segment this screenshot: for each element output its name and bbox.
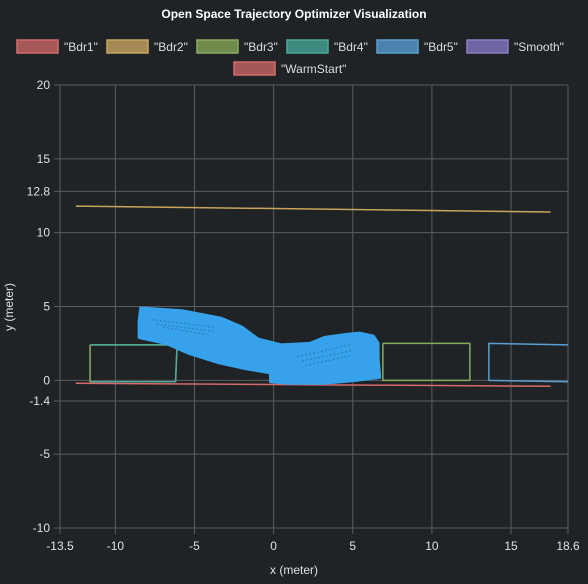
- x-tick-label: 10: [425, 539, 439, 553]
- x-tick-label: 15: [504, 539, 518, 553]
- x-tick-label: 0: [270, 539, 277, 553]
- y-tick-label: 12.8: [27, 184, 51, 198]
- legend-label[interactable]: "Bdr2": [154, 40, 188, 54]
- x-tick-label: -5: [189, 539, 200, 553]
- legend-label[interactable]: "Bdr4": [334, 40, 368, 54]
- series-line-4: [90, 344, 178, 383]
- y-tick-label: -1.4: [29, 394, 50, 408]
- chart-title: Open Space Trajectory Optimizer Visualiz…: [161, 7, 426, 21]
- y-tick-label: -5: [39, 447, 50, 461]
- y-tick-label: 5: [43, 300, 50, 314]
- y-tick-label: 20: [37, 78, 51, 92]
- series-line-3: [382, 342, 471, 382]
- legend-swatch[interactable]: [196, 39, 239, 54]
- y-tick-label: -10: [33, 521, 51, 535]
- x-tick-label: -13.5: [46, 539, 74, 553]
- legend-label[interactable]: "Bdr3": [244, 40, 278, 54]
- x-tick-label: -10: [107, 539, 125, 553]
- trajectory-hatch: [302, 350, 352, 362]
- legend-swatch[interactable]: [466, 39, 509, 54]
- x-tick-label: 18.6: [556, 539, 580, 553]
- y-tick-label: 0: [43, 373, 50, 387]
- x-tick-label: 5: [349, 539, 356, 553]
- y-tick-label: 15: [37, 152, 51, 166]
- legend-swatch[interactable]: [286, 39, 329, 54]
- series-line-3: [89, 344, 178, 383]
- y-tick-label: 10: [37, 226, 51, 240]
- series-line-5: [488, 342, 569, 383]
- y-axis-label: y (meter): [2, 283, 16, 331]
- legend-swatch[interactable]: [106, 39, 149, 54]
- legend-swatch[interactable]: [16, 39, 59, 54]
- legend-label[interactable]: "WarmStart": [281, 62, 346, 76]
- trajectory-hatch: [305, 354, 353, 367]
- trajectory-envelope: [137, 306, 382, 385]
- series-line-2: [75, 205, 551, 213]
- legend-swatch[interactable]: [233, 61, 276, 76]
- legend-swatch[interactable]: [376, 39, 419, 54]
- legend-label[interactable]: "Bdr5": [424, 40, 458, 54]
- legend-label[interactable]: "Smooth": [514, 40, 564, 54]
- trajectory-hatch: [151, 319, 216, 328]
- trajectory-hatch: [162, 326, 208, 336]
- legend-label[interactable]: "Bdr1": [64, 40, 98, 54]
- trajectory-hatch: [297, 344, 350, 358]
- x-axis-label: x (meter): [270, 563, 318, 577]
